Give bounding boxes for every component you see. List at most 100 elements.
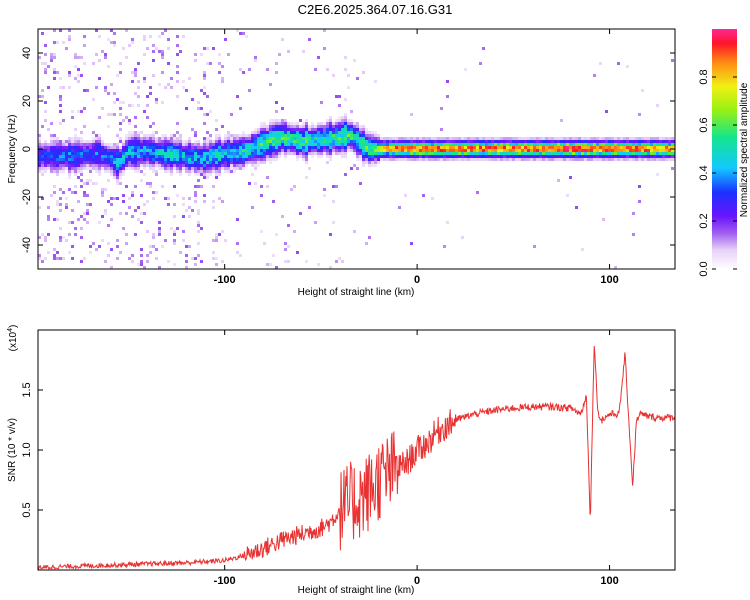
heatmap-cell xyxy=(671,59,674,62)
heatmap-cell xyxy=(551,149,554,152)
heatmap-cell xyxy=(248,137,251,140)
heatmap-cell xyxy=(59,149,62,152)
heatmap-cell xyxy=(71,152,74,155)
heatmap-cell xyxy=(155,173,158,176)
heatmap-cell xyxy=(134,116,137,119)
heatmap-cell xyxy=(329,128,332,131)
heatmap-cell xyxy=(266,125,269,128)
heatmap-cell xyxy=(314,68,317,71)
heatmap-cell xyxy=(227,149,230,152)
heatmap-cell xyxy=(68,146,71,149)
heatmap-cell xyxy=(524,158,527,161)
heatmap-cell xyxy=(653,149,656,152)
heatmap-cell xyxy=(248,146,251,149)
heatmap-cell xyxy=(446,155,449,158)
heatmap-cell xyxy=(572,155,575,158)
heatmap-cell xyxy=(323,146,326,149)
heatmap-cell xyxy=(71,137,74,140)
heatmap-cell xyxy=(596,137,599,140)
heatmap-cell xyxy=(287,137,290,140)
heatmap-cell xyxy=(452,158,455,161)
heatmap-cell xyxy=(119,107,122,110)
heatmap-cell xyxy=(41,164,44,167)
heatmap-cell xyxy=(623,143,626,146)
heatmap-cell xyxy=(107,242,110,245)
heatmap-cell xyxy=(197,164,200,167)
heatmap-cell xyxy=(68,143,71,146)
heatmap-cell xyxy=(77,137,80,140)
heatmap-cell xyxy=(479,140,482,143)
heatmap-cell xyxy=(566,137,569,140)
heatmap-cell xyxy=(197,149,200,152)
heatmap-cell xyxy=(74,53,77,56)
heatmap-cell xyxy=(131,158,134,161)
heatmap-cell xyxy=(338,122,341,125)
heatmap-cell xyxy=(575,140,578,143)
heatmap-cell xyxy=(344,125,347,128)
heatmap-cell xyxy=(491,158,494,161)
heatmap-cell xyxy=(620,137,623,140)
heatmap-cell xyxy=(290,152,293,155)
heatmap-cell xyxy=(587,155,590,158)
heatmap-cell xyxy=(326,146,329,149)
heatmap-cell xyxy=(608,140,611,143)
heatmap-cell xyxy=(476,152,479,155)
heatmap-cell xyxy=(239,140,242,143)
heatmap-cell xyxy=(50,152,53,155)
heatmap-cell xyxy=(560,146,563,149)
heatmap-cell xyxy=(275,125,278,128)
heatmap-cell xyxy=(278,146,281,149)
heatmap-cell xyxy=(326,131,329,134)
heatmap-cell xyxy=(155,152,158,155)
heatmap-cell xyxy=(497,140,500,143)
heatmap-cell xyxy=(230,158,233,161)
heatmap-cell xyxy=(122,161,125,164)
heatmap-cell xyxy=(479,62,482,65)
heatmap-cell xyxy=(620,152,623,155)
heatmap-cell xyxy=(221,146,224,149)
heatmap-cell xyxy=(104,86,107,89)
heatmap-cell xyxy=(329,122,332,125)
heatmap-cell xyxy=(50,137,53,140)
heatmap-cell xyxy=(98,158,101,161)
heatmap-cell xyxy=(44,140,47,143)
heatmap-cell xyxy=(74,56,77,59)
heatmap-cell xyxy=(575,149,578,152)
heatmap-cell xyxy=(131,71,134,74)
heatmap-cell xyxy=(221,260,224,263)
heatmap-cell xyxy=(287,152,290,155)
heatmap-cell xyxy=(581,137,584,140)
heatmap-cell xyxy=(527,158,530,161)
heatmap-cell xyxy=(101,155,104,158)
heatmap-cell xyxy=(218,233,221,236)
heatmap-cell xyxy=(137,263,140,266)
heatmap-cell xyxy=(374,140,377,143)
heatmap-cell xyxy=(158,152,161,155)
heatmap-cell xyxy=(53,41,56,44)
heatmap-cell xyxy=(71,158,74,161)
heatmap-cell xyxy=(446,221,449,224)
heatmap-cell xyxy=(98,221,101,224)
heatmap-cell xyxy=(59,167,62,170)
heatmap-cell xyxy=(506,137,509,140)
heatmap-cell xyxy=(608,149,611,152)
heatmap-cell xyxy=(527,149,530,152)
heatmap-cell xyxy=(359,146,362,149)
heatmap-cell xyxy=(257,140,260,143)
heatmap-cell xyxy=(170,137,173,140)
heatmap-cell xyxy=(50,158,53,161)
heatmap-cell xyxy=(161,140,164,143)
heatmap-cell xyxy=(128,44,131,47)
heatmap-cell xyxy=(44,167,47,170)
heatmap-cell xyxy=(380,140,383,143)
heatmap-cell xyxy=(143,161,146,164)
heatmap-cell xyxy=(113,149,116,152)
heatmap-cell xyxy=(254,131,257,134)
heatmap-cell xyxy=(77,170,80,173)
heatmap-cell xyxy=(92,164,95,167)
heatmap-cell xyxy=(131,191,134,194)
heatmap-cell xyxy=(635,152,638,155)
heatmap-cell xyxy=(179,152,182,155)
heatmap-cell xyxy=(224,38,227,41)
